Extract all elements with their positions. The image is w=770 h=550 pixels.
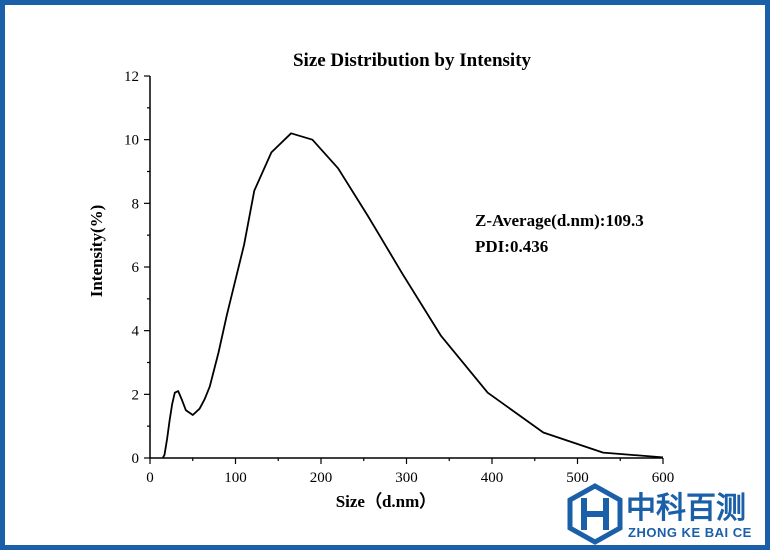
y-tick-label: 8	[132, 196, 140, 212]
x-tick-label: 0	[146, 470, 154, 486]
x-tick-label: 600	[652, 470, 675, 486]
pdi-annotation: PDI:0.436	[475, 237, 548, 256]
x-tick-label: 400	[481, 470, 504, 486]
axes	[149, 76, 663, 459]
y-tick-labels: 0 2 4 6 8 10 12	[124, 69, 140, 467]
logo-name-cn: 中科百测	[626, 491, 746, 526]
chart-title: Size Distribution by Intensity	[293, 50, 532, 71]
x-axis-title: Size（d.nm）	[336, 491, 437, 511]
y-tick-label: 10	[124, 133, 139, 149]
y-tick-label: 12	[124, 69, 139, 85]
x-tick-label: 200	[310, 470, 333, 486]
logo: 中科百测 ZHONG KE BAI CE	[567, 483, 752, 545]
intensity-curve	[162, 132, 664, 459]
hexagon-h-logo-icon	[567, 483, 623, 545]
z-average-annotation: Z-Average(d.nm):109.3	[475, 211, 644, 230]
x-tick-label: 100	[224, 470, 247, 486]
tick-marks	[144, 75, 664, 464]
y-tick-label: 0	[132, 451, 140, 467]
size-distribution-chart: Size Distribution by Intensity 0 100 200 30…	[87, 50, 752, 545]
y-tick-label: 6	[132, 260, 140, 276]
y-tick-label: 2	[132, 387, 140, 403]
y-tick-label: 4	[132, 324, 140, 340]
y-axis-title: Intensity(%)	[87, 205, 106, 298]
x-tick-labels: 0 100 200 300 400 500 600	[146, 470, 674, 486]
x-tick-label: 500	[566, 470, 589, 486]
logo-name-en: ZHONG KE BAI CE	[628, 525, 752, 540]
x-tick-label: 300	[395, 470, 418, 486]
